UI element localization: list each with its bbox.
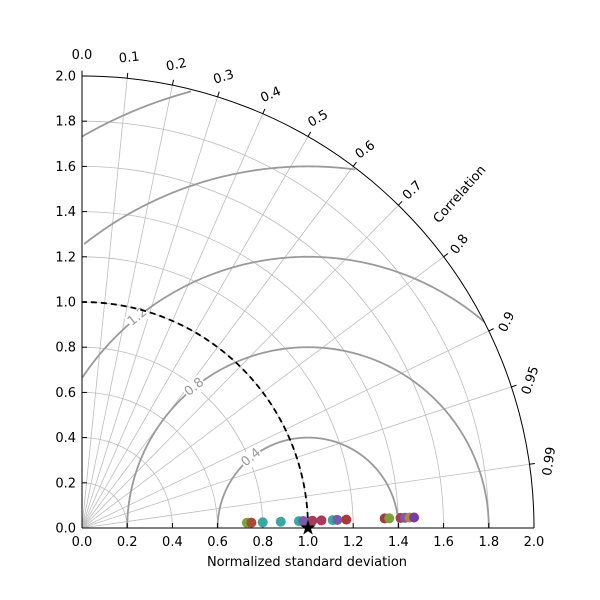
correlation-grid-line xyxy=(81,136,309,529)
correlation-grid-line xyxy=(81,166,354,529)
correlation-axis-label: Correlation xyxy=(431,163,490,227)
reference-std-arc xyxy=(81,301,309,529)
correlation-tick xyxy=(488,328,494,332)
data-point xyxy=(246,517,257,528)
rms-contour xyxy=(81,90,192,138)
rms-contour xyxy=(216,436,400,529)
rms-contour xyxy=(126,346,490,529)
data-point xyxy=(275,516,286,527)
correlation-tick-label: 0.1 xyxy=(118,50,140,67)
data-point xyxy=(307,515,318,526)
correlation-tick-label: 0.4 xyxy=(258,84,283,106)
x-tick-label: 1.0 xyxy=(298,535,319,550)
data-point xyxy=(341,514,352,525)
x-tick-label: 2.0 xyxy=(524,535,545,550)
y-tick-label: 0.8 xyxy=(55,341,76,356)
x-tick-label: 0.4 xyxy=(162,535,183,550)
std-grid-arc xyxy=(81,256,354,529)
correlation-tick-label: 0.7 xyxy=(400,178,425,203)
correlation-tick xyxy=(126,72,129,79)
rms-contour xyxy=(83,165,356,245)
rms-label-bg xyxy=(180,374,209,401)
x-tick-label: 0.6 xyxy=(207,535,228,550)
correlation-tick-label: 0.5 xyxy=(305,107,330,130)
grid-layer xyxy=(81,78,530,529)
correlation-tick-label: 0.6 xyxy=(353,138,379,162)
x-tick-label: 1.6 xyxy=(433,535,454,550)
y-tick-label: 0.6 xyxy=(55,386,76,401)
y-tick-label: 2.0 xyxy=(55,70,76,85)
std-grid-arc xyxy=(81,120,490,529)
correlation-tick xyxy=(352,161,357,167)
rms-label-bg xyxy=(237,444,265,471)
x-tick-label: 0.0 xyxy=(72,535,93,550)
y-tick-label: 0.0 xyxy=(55,522,76,537)
reference-star-marker xyxy=(300,520,316,535)
std-grid-arc xyxy=(81,392,218,529)
correlation-tick-label: 0.2 xyxy=(165,56,188,75)
x-tick-label: 0.8 xyxy=(252,535,273,550)
outer-boundary-arc xyxy=(81,75,535,529)
data-point xyxy=(298,515,309,526)
x-tick-label: 1.4 xyxy=(388,535,409,550)
correlation-tick-label: 0.9 xyxy=(496,310,519,335)
data-point xyxy=(384,513,395,524)
std-grid-arc xyxy=(81,482,128,529)
data-points-layer xyxy=(241,512,420,535)
x-tick-label: 1.8 xyxy=(478,535,499,550)
axes-layer: 0.0 0.1 0.2 0.3 0.4 0.5 0.6 0.7 0.8 0.9 0.95 0.99 Co… xyxy=(55,48,559,550)
correlation-tick xyxy=(307,131,312,137)
x-tick-label: 1.2 xyxy=(343,535,364,550)
y-tick-label: 1.4 xyxy=(55,205,76,220)
data-point xyxy=(332,514,343,525)
correlation-tick xyxy=(262,108,266,114)
std-grid-arc xyxy=(81,166,444,529)
data-point xyxy=(257,517,268,528)
correlation-tick-label: 0.8 xyxy=(448,232,472,258)
y-tick-label: 1.8 xyxy=(55,115,76,130)
correlation-tick xyxy=(171,79,174,86)
correlation-grid-line xyxy=(81,85,173,529)
x-axis-label: Normalized standard deviation xyxy=(207,555,407,570)
correlation-tick-label: 0.0 xyxy=(72,48,93,63)
y-tick-label: 1.0 xyxy=(55,296,76,311)
correlation-tick-label: 0.95 xyxy=(519,364,542,396)
y-tick-label: 1.6 xyxy=(55,160,76,175)
correlation-tick xyxy=(511,384,517,388)
std-grid-arc xyxy=(81,211,399,529)
x-tick-label: 0.2 xyxy=(117,535,138,550)
correlation-tick xyxy=(529,462,535,465)
correlation-tick-label: 0.3 xyxy=(212,67,236,88)
data-point xyxy=(409,512,420,523)
data-point xyxy=(316,515,327,526)
std-grid-arc xyxy=(81,346,264,529)
y-tick-label: 0.2 xyxy=(55,476,76,491)
y-tick-label: 1.2 xyxy=(55,250,76,265)
y-tick-label: 0.4 xyxy=(55,431,76,446)
correlation-tick xyxy=(398,200,403,206)
correlation-tick-label: 0.99 xyxy=(540,446,559,477)
correlation-tick xyxy=(217,91,220,97)
rms-contours-layer: 0.40.81.2 xyxy=(81,90,490,529)
correlation-tick xyxy=(443,253,449,258)
